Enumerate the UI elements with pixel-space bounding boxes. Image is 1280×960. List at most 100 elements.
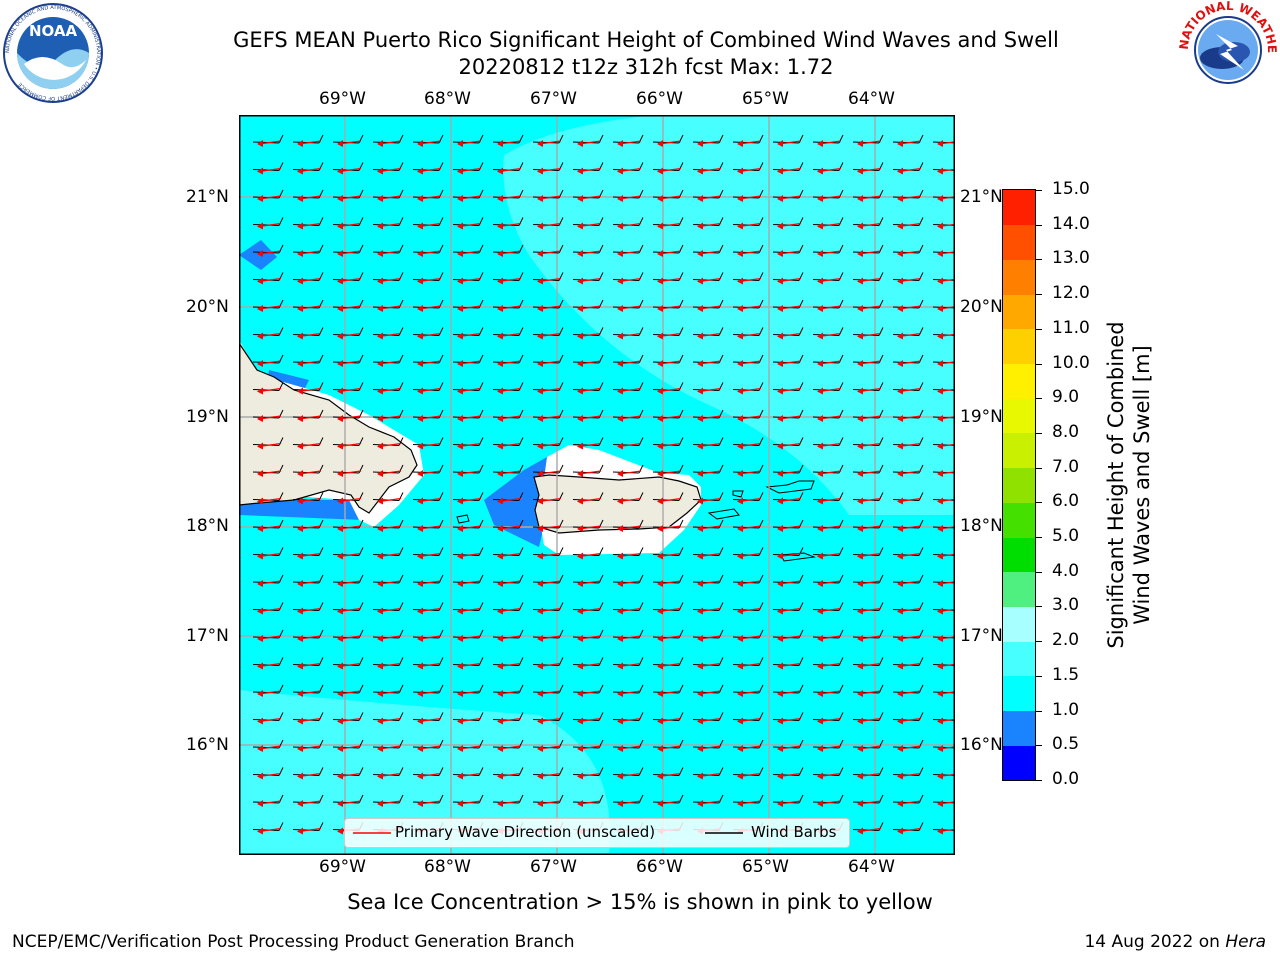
wave-direction-arrow	[897, 800, 922, 807]
wave-direction-arrow	[657, 195, 682, 202]
lat-label-left-19n: 19°N	[186, 407, 229, 427]
wave-direction-arrow	[457, 800, 482, 807]
wave-direction-arrow	[857, 635, 882, 642]
wave-direction-arrow	[857, 442, 882, 450]
wave-direction-arrow	[497, 277, 522, 285]
wave-direction-arrow	[457, 690, 482, 697]
wave-direction-arrow	[897, 827, 922, 835]
wave-direction-arrow	[417, 360, 442, 367]
wave-direction-arrow	[297, 167, 322, 175]
wave-direction-arrow	[777, 607, 802, 615]
colorbar-segment	[1003, 259, 1035, 295]
wave-direction-arrow	[697, 635, 722, 642]
wave-direction-arrow	[377, 442, 402, 450]
land-puerto-rico	[533, 474, 702, 534]
wave-direction-arrow	[697, 662, 722, 670]
lat-label-right-17n: 17°N	[960, 626, 1003, 646]
wave-direction-arrow	[257, 717, 282, 725]
wave-direction-arrow	[697, 250, 722, 257]
wave-direction-arrow	[537, 525, 562, 532]
wave-direction-arrow	[377, 717, 402, 725]
wave-direction-arrow	[497, 415, 522, 422]
wave-direction-arrow	[457, 332, 482, 340]
wave-direction-arrow	[337, 277, 362, 285]
wave-direction-arrow	[417, 635, 442, 642]
wave-direction-arrow	[777, 140, 802, 147]
wave-direction-arrow	[857, 772, 882, 780]
wave-direction-arrow	[817, 442, 842, 450]
wave-direction-arrow	[737, 305, 762, 312]
wave-direction-arrow	[737, 497, 762, 505]
colorbar-tick-label: 4.0	[1052, 560, 1080, 581]
wave-direction-arrow	[737, 690, 762, 697]
wave-direction-arrow	[417, 552, 442, 560]
wave-direction-arrow	[857, 607, 882, 615]
wave-direction-arrow	[337, 332, 362, 340]
wave-direction-arrow	[697, 772, 722, 780]
wave-direction-arrow	[257, 525, 282, 532]
colorbar-segment	[1003, 537, 1035, 573]
wave-direction-layer	[257, 140, 955, 835]
wave-direction-arrow	[537, 800, 562, 807]
wave-direction-arrow	[377, 250, 402, 257]
wave-direction-arrow	[777, 690, 802, 697]
wave-direction-arrow	[577, 497, 602, 505]
wave-direction-arrow	[417, 800, 442, 807]
colorbar-tick-label: 1.5	[1052, 664, 1080, 685]
wave-direction-arrow	[777, 717, 802, 725]
wave-direction-arrow	[297, 772, 322, 780]
colorbar-segment	[1003, 432, 1035, 469]
wave-direction-arrow	[737, 360, 762, 367]
wave-direction-arrow	[617, 222, 642, 230]
land-hispaniola	[239, 341, 418, 514]
wave-direction-arrow	[937, 607, 955, 615]
lon-label-bottom-67w: 67°W	[530, 857, 577, 877]
wave-direction-arrow	[897, 580, 922, 587]
noaa-logo: NOAA NATIONAL OCEANIC AND ATMOSPHERIC AD…	[3, 3, 103, 103]
wave-direction-arrow	[617, 470, 642, 477]
wave-direction-arrow	[897, 717, 922, 725]
wave-direction-arrow	[857, 360, 882, 367]
wave-direction-arrow	[737, 635, 762, 642]
wave-direction-arrow	[337, 167, 362, 175]
wave-direction-arrow	[657, 772, 682, 780]
legend-wave-swatch	[353, 832, 391, 834]
wave-direction-arrow	[897, 607, 922, 615]
wave-direction-arrow	[817, 662, 842, 670]
wave-direction-arrow	[737, 415, 762, 422]
wave-direction-arrow	[497, 442, 522, 450]
wave-direction-arrow	[377, 277, 402, 285]
wave-direction-arrow	[737, 607, 762, 615]
wave-direction-arrow	[857, 222, 882, 230]
wave-direction-arrow	[857, 800, 882, 807]
wave-direction-arrow	[337, 470, 362, 477]
wave-direction-arrow	[297, 580, 322, 587]
colorbar-tick-mark	[1036, 710, 1042, 712]
wave-direction-arrow	[617, 525, 642, 532]
wave-direction-arrow	[737, 525, 762, 532]
wave-direction-arrow	[657, 690, 682, 697]
wave-direction-arrow	[457, 415, 482, 422]
wave-direction-arrow	[897, 305, 922, 312]
colorbar-segment	[1003, 328, 1035, 365]
wave-direction-arrow	[657, 442, 682, 450]
wave-direction-arrow	[937, 250, 955, 257]
wave-direction-arrow	[497, 470, 522, 477]
wave-direction-arrow	[817, 360, 842, 367]
colorbar-tick-mark	[1036, 328, 1042, 330]
colorbar-tick-mark	[1036, 363, 1042, 365]
wave-direction-arrow	[777, 497, 802, 505]
colorbar-tick-label: 6.0	[1052, 491, 1080, 512]
wave-direction-arrow	[817, 717, 842, 725]
wave-direction-arrow	[337, 580, 362, 587]
wave-direction-arrow	[417, 195, 442, 202]
wave-direction-arrow	[537, 552, 562, 560]
wave-direction-arrow	[377, 470, 402, 477]
wave-direction-arrow	[337, 552, 362, 560]
wave-direction-arrow	[857, 827, 882, 835]
wave-direction-arrow	[817, 167, 842, 175]
wave-direction-arrow	[417, 717, 442, 725]
lat-label-right-18n: 18°N	[960, 516, 1003, 536]
lat-label-left-18n: 18°N	[186, 516, 229, 536]
wave-direction-arrow	[737, 772, 762, 780]
